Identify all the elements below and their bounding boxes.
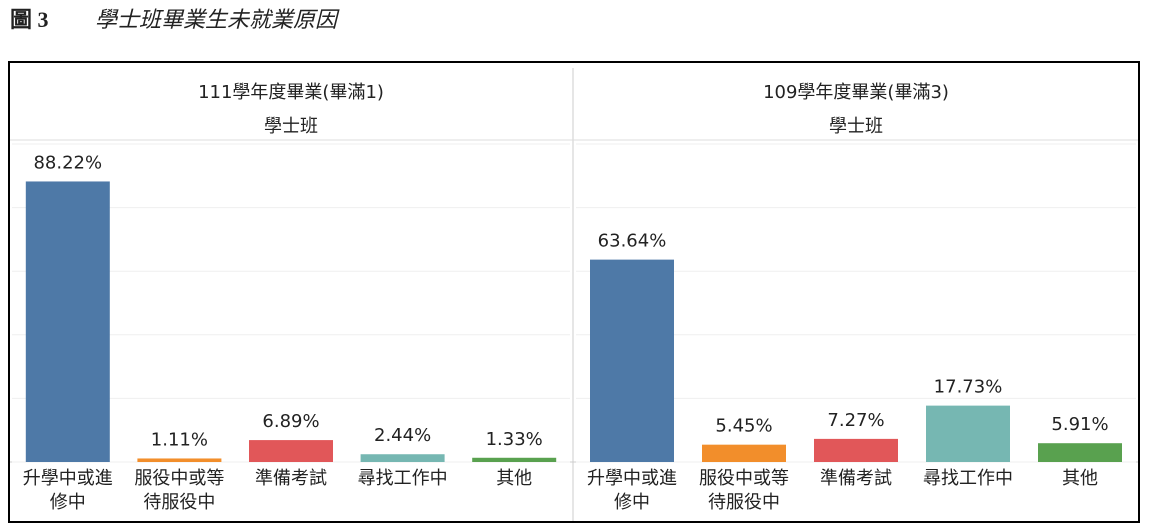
bar [137, 458, 222, 462]
x-tick-label: 升學中或進修中 [587, 468, 677, 513]
value-label: 1.11% [151, 429, 208, 450]
panel-title: 109學年度畢業(畢滿3) [763, 82, 949, 103]
figure-title: 學士班畢業生未就業原因 [95, 7, 340, 32]
value-label: 5.91% [1051, 414, 1108, 435]
value-label: 63.64% [598, 231, 667, 252]
value-label: 17.73% [934, 377, 1003, 398]
x-tick-label: 其他 [1062, 468, 1098, 489]
panel-subtitle: 學士班 [264, 116, 318, 137]
bar [590, 259, 674, 462]
x-tick-label: 服役中或等待服役中 [699, 468, 789, 513]
panel-subtitle: 學士班 [829, 116, 883, 137]
frame [8, 61, 1140, 523]
x-tick-label: 升學中或進修中 [22, 468, 113, 513]
value-label: 7.27% [827, 410, 884, 431]
x-tick-label: 準備考試 [820, 468, 892, 489]
bar [25, 181, 110, 463]
bar [1038, 443, 1122, 462]
bar [926, 405, 1010, 462]
bar [472, 457, 557, 462]
bar [702, 444, 786, 462]
x-tick-label: 準備考試 [255, 468, 327, 489]
x-tick-label: 服役中或等待服役中 [134, 468, 225, 513]
value-label: 2.44% [374, 425, 431, 446]
bar [360, 454, 445, 462]
x-tick-label: 其他 [496, 468, 533, 489]
bar [249, 440, 333, 462]
value-label: 6.89% [262, 411, 319, 432]
value-label: 5.45% [715, 416, 772, 437]
figure-label: 圖 3 [10, 7, 49, 32]
bar [814, 438, 898, 462]
x-tick-label: 尋找工作中 [923, 468, 1013, 489]
value-label: 1.33% [486, 429, 543, 450]
value-label: 88.22% [33, 152, 102, 173]
panel-title: 111學年度畢業(畢滿1) [198, 82, 384, 103]
x-tick-label: 尋找工作中 [357, 468, 448, 489]
